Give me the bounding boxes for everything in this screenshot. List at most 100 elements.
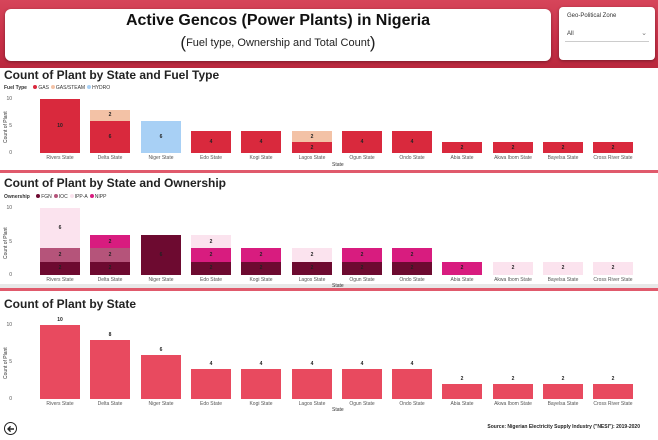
x-tick-label: Lagos State [298, 155, 326, 161]
x-tick-label: Niger State [148, 277, 174, 283]
y-tick-label: 5 [9, 359, 12, 365]
fuel-type-panel: Count of Plant by State and Fuel Type Fu… [0, 68, 658, 172]
bar-value-label: 10 [57, 123, 63, 129]
bar-gas [292, 142, 332, 153]
legend-label-gas: GAS [38, 85, 49, 91]
bar-fgn [392, 261, 432, 275]
bar-ippa [292, 248, 332, 262]
total-count-chart: 10 8 6 4 4 4 4 4 2 2 2 2 0 5 10 Count of Plant Rivers St… [0, 291, 658, 413]
bar-gassteam [292, 131, 332, 143]
bar-value-label: 2 [310, 265, 314, 272]
legend-label-nipp: NIPP [94, 194, 107, 200]
x-tick-label: Ondo State [399, 277, 425, 283]
bar-gas [593, 142, 633, 153]
bar-value-label: 4 [209, 139, 213, 146]
x-tick-label: Bayelsa State [547, 277, 579, 283]
page-title: Active Gencos (Power Plants) in Nigeria [125, 12, 431, 29]
bar-fgn [191, 261, 231, 275]
legend-dot-gas [33, 85, 38, 89]
bar-gas [90, 120, 130, 153]
legend-title: Fuel Type [4, 85, 27, 91]
bar-total [241, 369, 281, 399]
bar-value-label: 2 [108, 251, 112, 258]
bar-total [292, 369, 332, 399]
bar-value-label: 2 [209, 251, 213, 258]
bar-value-label: 2 [259, 251, 263, 258]
bar-value-label: 2 [410, 251, 414, 258]
x-tick-label: Ogun State [349, 277, 375, 283]
y-tick-label: 0 [9, 272, 12, 278]
x-tick-label: Akwa Ibom State [494, 155, 532, 161]
bar-nipp [90, 234, 130, 249]
x-tick-label: Cross River State [593, 401, 633, 407]
x-tick-label: Rivers State [46, 277, 74, 283]
y-axis-title: Count of Plant [3, 226, 9, 259]
legend-label-ioc: IOC [58, 194, 68, 200]
x-tick-label: Abia State [450, 155, 474, 161]
geo-zone-slicer: Geo-Political Zone All ⌄ [559, 7, 655, 60]
bar-value-label: 2 [209, 265, 213, 272]
bar-gas [241, 131, 281, 153]
bar-value-label: 2 [561, 376, 565, 383]
legend-dot-hydro [87, 85, 92, 89]
bar-value-label: 2 [611, 265, 615, 272]
bar-value-label: 2 [611, 144, 615, 151]
bar-value-label: 2 [209, 238, 213, 245]
legend-label-ippa: IPP-A [74, 194, 88, 200]
legend-title: Ownership [4, 194, 30, 200]
x-tick-label: Ogun State [349, 401, 375, 407]
bar-value-label: 2 [108, 238, 112, 245]
y-tick-label: 0 [9, 150, 12, 156]
source-note: Source: Nigerian Electricity Supply Indu… [487, 424, 640, 430]
legend-label-hydro: HYDRO [92, 85, 111, 91]
bar-value-label: 2 [108, 112, 112, 119]
subtitle-text: Fuel type, Ownership and Total Count [186, 37, 370, 49]
bar-gas [191, 131, 231, 153]
bar-gas [493, 142, 533, 153]
bar-value-label: 6 [108, 133, 112, 140]
legend-dot-ippa [69, 194, 74, 198]
bar-fgn [292, 261, 332, 275]
x-tick-label: Delta State [97, 401, 123, 407]
bar-nipp [191, 248, 231, 262]
bar-value-label: 6 [159, 346, 163, 353]
x-tick-label: Rivers State [46, 155, 74, 161]
x-tick-label: Akwa Ibom State [494, 277, 532, 283]
page-subtitle: (Fuel type, Ownership and Total Count) [180, 33, 376, 52]
bar-total [493, 384, 533, 399]
bar-ippa [593, 261, 633, 275]
y-tick-label: 10 [6, 205, 12, 211]
bar-ioc [40, 248, 80, 262]
x-axis-title: State [332, 407, 344, 413]
bar-value-label: 2 [259, 265, 263, 272]
bar-value-label: 2 [310, 144, 314, 151]
bar-value-label: 4 [410, 361, 414, 368]
bar-value-label: 6 [159, 133, 163, 140]
bar-total [543, 384, 583, 399]
x-tick-label: Abia State [450, 401, 474, 407]
bar-value-label: 2 [360, 265, 364, 272]
x-tick-label: Delta State [97, 155, 123, 161]
bar-total [342, 369, 382, 399]
back-button[interactable] [4, 422, 17, 435]
bar-value-label: 2 [561, 144, 565, 151]
bar-value-label: 4 [209, 361, 213, 368]
y-tick-label: 10 [6, 322, 12, 328]
bar-value-label: 4 [360, 139, 364, 146]
fuel-type-chart: 10 6 2 6 4 4 2 2 4 4 2 2 2 2 0 5 10 Count of Plant Rivers … [0, 68, 658, 172]
panel-divider [0, 170, 658, 173]
bar-gassteam [90, 109, 130, 121]
bar-fgn [141, 234, 181, 275]
arrow-left-icon [6, 425, 14, 432]
bar-value-label: 2 [58, 251, 62, 258]
bar-value-label: 4 [410, 139, 414, 146]
bar-fgn [342, 261, 382, 275]
bar-value-label: 2 [460, 376, 464, 383]
y-axis-title: Count of Plant [3, 347, 9, 379]
bar-value-label: 10 [57, 317, 63, 323]
x-tick-label: Cross River State [593, 155, 633, 161]
x-tick-label: Kogi State [249, 277, 273, 283]
geo-zone-dropdown[interactable]: All ⌄ [565, 28, 649, 42]
ownership-panel: Count of Plant by State and Ownership Ow… [0, 173, 658, 289]
y-axis-title: Count of Plant [3, 111, 9, 143]
